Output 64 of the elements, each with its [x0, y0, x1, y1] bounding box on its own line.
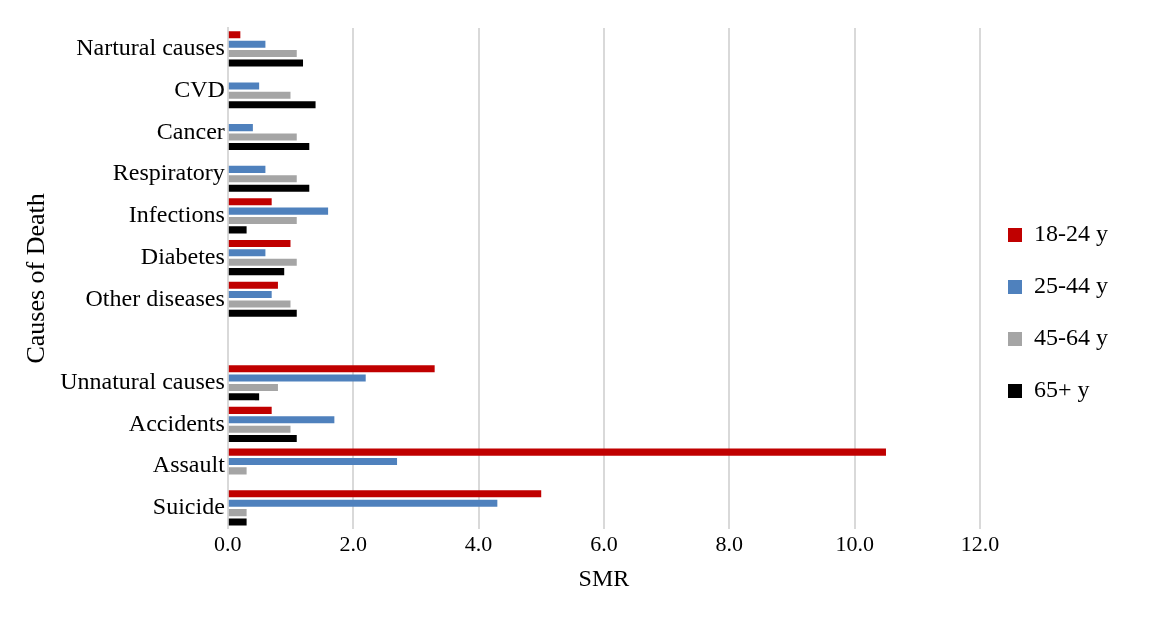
bar: [228, 184, 310, 192]
bar: [228, 281, 278, 289]
y-tick-label: Accidents: [128, 409, 225, 436]
y-tick-label: Unnatural causes: [60, 368, 225, 395]
bar: [228, 406, 272, 414]
bar: [228, 59, 304, 67]
bar: [228, 50, 297, 58]
legend-label: 45-64 y: [1034, 324, 1109, 351]
bar: [228, 198, 272, 206]
bar: [228, 383, 278, 391]
bar: [228, 416, 335, 424]
y-tick-label: CVD: [174, 75, 225, 102]
x-tick-label: 0.0: [214, 530, 242, 556]
bar: [228, 101, 316, 109]
x-tick-label: 4.0: [464, 530, 493, 556]
bar: [228, 300, 291, 308]
bar: [228, 374, 366, 382]
bar: [228, 365, 435, 373]
x-tick-label: 12.0: [960, 530, 1000, 556]
x-tick-label: 6.0: [590, 530, 618, 556]
bar: [228, 142, 310, 150]
bar: [228, 165, 266, 173]
y-axis-title: Causes of Death: [21, 193, 51, 364]
bar: [228, 258, 297, 266]
legend-label: 65+ y: [1034, 376, 1090, 403]
bar: [228, 91, 291, 99]
bar: [228, 457, 398, 466]
bar: [228, 499, 498, 507]
bar: [228, 31, 241, 39]
bar: [228, 216, 297, 225]
bar: [228, 309, 297, 317]
bar: [228, 291, 272, 299]
bar: [228, 175, 297, 183]
x-tick-label: 10.0: [835, 530, 874, 556]
legend-label: 25-44 y: [1034, 272, 1109, 299]
y-tick-label: Respiratory: [112, 159, 225, 186]
bar: [228, 82, 260, 90]
y-tick-label: Assault: [152, 451, 226, 478]
bar: [228, 239, 291, 247]
bar: [228, 425, 291, 433]
bar: [228, 467, 247, 475]
bar: [228, 393, 260, 401]
bar: [228, 268, 285, 276]
y-tick-label: Diabetes: [140, 242, 225, 269]
bar: [228, 40, 266, 48]
bar: [228, 226, 247, 234]
bar: [228, 509, 247, 517]
y-tick-label: Cancer: [156, 117, 225, 144]
y-tick-label: Infections: [128, 201, 225, 228]
bar: [228, 435, 297, 443]
bar: [228, 490, 542, 498]
bar: [228, 133, 297, 141]
legend-label: 18-24 y: [1034, 220, 1109, 247]
y-tick-label: Suicide: [152, 493, 225, 520]
x-tick-label: 8.0: [715, 530, 744, 556]
bar: [228, 124, 253, 132]
bar: [228, 518, 247, 526]
y-tick-label: Nartural causes: [76, 34, 225, 61]
bar: [228, 249, 266, 257]
bar: [228, 207, 329, 215]
x-axis-title: SMR: [578, 564, 630, 591]
y-tick-label: Other diseases: [85, 284, 225, 311]
bar: [228, 448, 886, 456]
x-tick-label: 2.0: [339, 530, 367, 556]
